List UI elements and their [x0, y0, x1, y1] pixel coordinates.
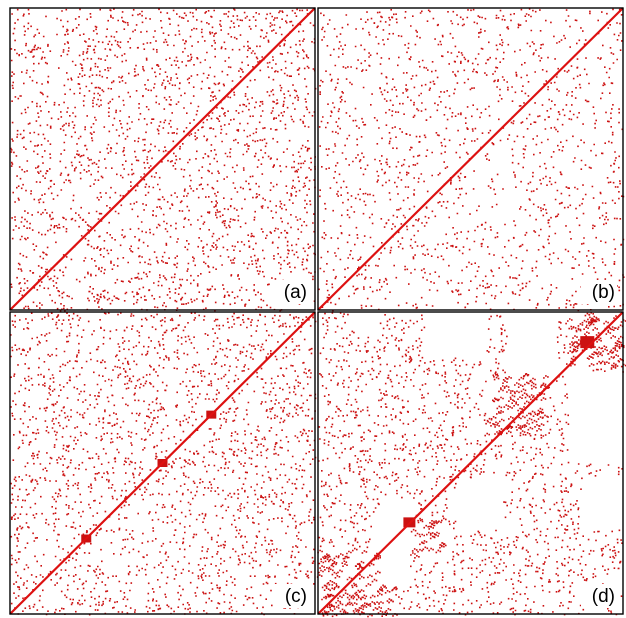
label-bg — [273, 280, 309, 304]
label-bg — [273, 584, 309, 608]
panel-label: (c) — [285, 586, 307, 607]
matrix-dots — [316, 312, 626, 618]
panel-frame — [9, 7, 316, 311]
panel-frame — [317, 7, 624, 311]
panel-label: (d) — [592, 586, 615, 607]
panel-frame — [317, 311, 624, 615]
diagonal — [317, 311, 624, 615]
panel-frame — [9, 311, 316, 615]
label-bg — [581, 584, 617, 608]
diagonal — [9, 311, 316, 615]
label-bg — [581, 280, 617, 304]
diagonal — [9, 7, 316, 311]
diagonal — [317, 7, 624, 311]
panel-label: (a) — [284, 282, 307, 303]
panel-label: (b) — [592, 282, 615, 303]
